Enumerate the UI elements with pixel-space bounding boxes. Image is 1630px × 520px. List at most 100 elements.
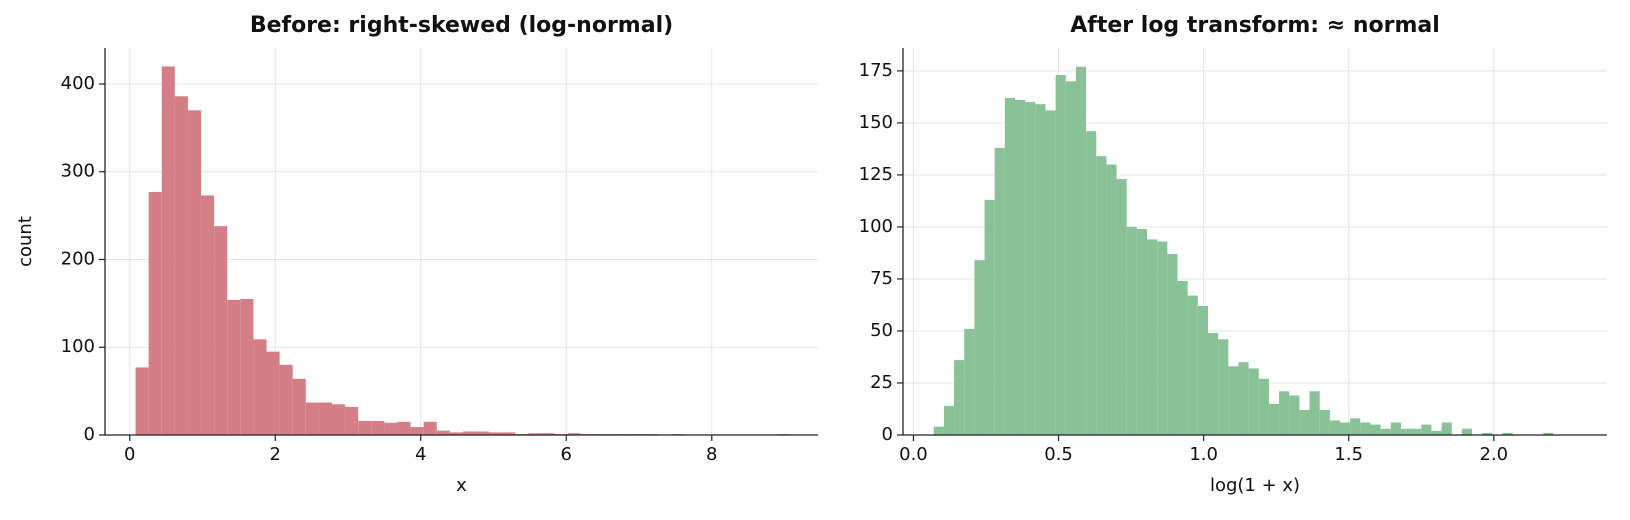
bar [1157, 241, 1168, 435]
bar [161, 66, 175, 435]
bar [214, 226, 228, 435]
bar [345, 406, 359, 435]
bar [964, 328, 975, 435]
bar [1126, 226, 1137, 435]
bar [994, 147, 1005, 435]
bar [174, 96, 188, 435]
bar [984, 199, 995, 435]
bar [502, 432, 516, 435]
bar [541, 433, 555, 435]
bar [462, 431, 477, 435]
bar [201, 195, 215, 435]
bar [397, 421, 411, 435]
bar [1299, 410, 1310, 435]
bar [1248, 368, 1259, 435]
bar [1116, 179, 1127, 435]
bar [410, 427, 424, 435]
bar [476, 431, 490, 435]
bar [1340, 422, 1351, 435]
y-tick-label: 25 [870, 372, 893, 393]
bar [528, 433, 542, 435]
bar [1045, 110, 1056, 435]
bar [489, 432, 503, 435]
bar [358, 420, 372, 435]
bar [954, 360, 965, 435]
bar [1268, 403, 1280, 435]
bar [1055, 75, 1066, 435]
bar [371, 420, 385, 435]
bar [1400, 428, 1412, 435]
bar [1482, 432, 1493, 435]
bar [1075, 66, 1087, 436]
bar [266, 351, 280, 435]
bar [305, 402, 319, 435]
y-axis-label: count [15, 216, 36, 267]
bar [1502, 432, 1513, 435]
bar [1218, 339, 1229, 435]
bar [1025, 102, 1036, 435]
bar [135, 367, 149, 435]
bar [1238, 362, 1249, 435]
bar [227, 299, 241, 435]
bar [1228, 366, 1239, 435]
bar [292, 378, 306, 435]
bar [1279, 391, 1290, 435]
bar [240, 298, 254, 435]
bar [1543, 432, 1554, 435]
y-tick-label: 0 [882, 424, 893, 445]
bar [1289, 395, 1300, 435]
bar [449, 432, 463, 435]
bar [1380, 428, 1391, 435]
bar [1309, 391, 1320, 435]
x-tick-label: 6 [561, 444, 572, 465]
bar [567, 433, 581, 435]
x-tick-label: 1.5 [1334, 444, 1363, 465]
chart-title: Before: right-skewed (log-normal) [250, 13, 673, 38]
bar [1258, 378, 1269, 435]
bar [1106, 164, 1117, 436]
bar [974, 260, 985, 435]
bar [1370, 424, 1381, 435]
bar [1187, 295, 1198, 435]
bar [933, 426, 944, 435]
bar [1065, 81, 1076, 436]
bar [943, 405, 955, 435]
bar [1136, 229, 1148, 435]
y-tick-label: 400 [61, 73, 95, 94]
y-tick-label: 100 [859, 216, 893, 237]
x-tick-label: 2.0 [1480, 444, 1509, 465]
bar [1411, 428, 1422, 435]
bar [279, 364, 293, 435]
x-tick-label: 1.0 [1189, 444, 1218, 465]
bar [1004, 97, 1016, 435]
bar [331, 404, 346, 435]
bar [1096, 156, 1107, 435]
bar [436, 430, 450, 435]
y-tick-label: 175 [859, 60, 893, 81]
bar [1319, 410, 1330, 435]
bar [1207, 333, 1219, 435]
y-tick-label: 300 [61, 161, 95, 182]
bar [1035, 104, 1046, 435]
bar [1390, 422, 1401, 435]
bar [1350, 418, 1361, 435]
bar [1197, 306, 1208, 435]
x-tick-label: 0.0 [899, 444, 928, 465]
x-tick-label: 0.5 [1044, 444, 1073, 465]
bar [1329, 420, 1341, 435]
bar [1177, 281, 1188, 435]
bar [1360, 422, 1371, 435]
bar [1421, 424, 1432, 435]
bar [253, 339, 267, 435]
y-tick-label: 0 [84, 424, 95, 445]
y-tick-label: 125 [859, 164, 893, 185]
chart-title: After log transform: ≈ normal [1070, 13, 1440, 38]
bar [148, 191, 162, 435]
bar [423, 421, 437, 435]
x-tick-label: 8 [706, 444, 717, 465]
y-tick-label: 200 [61, 248, 95, 269]
y-tick-label: 75 [870, 268, 893, 289]
bar [1461, 428, 1473, 435]
